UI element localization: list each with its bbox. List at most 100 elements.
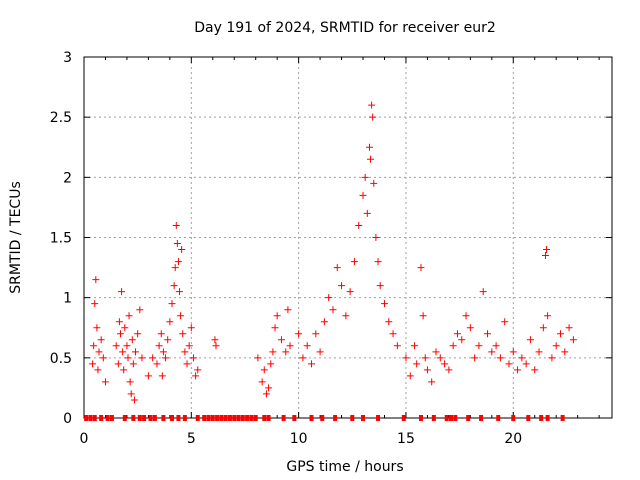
data-point [509, 348, 517, 356]
data-point [522, 360, 530, 368]
zero-data-point [401, 415, 406, 421]
data-point [112, 342, 120, 350]
grid [84, 57, 612, 418]
data-point [402, 354, 410, 362]
data-point [492, 342, 500, 350]
plot-frame [83, 56, 613, 419]
zero-data-point [161, 415, 166, 421]
data-point [119, 348, 127, 356]
data-point [338, 282, 346, 290]
zero-data-point [223, 415, 228, 421]
y-tick-label: 3 [63, 50, 72, 66]
data-point [162, 354, 170, 362]
data-point [445, 366, 453, 374]
data-point [406, 372, 414, 380]
data-point [544, 312, 552, 320]
data-point [97, 336, 105, 344]
data-point [333, 264, 341, 272]
data-point [561, 348, 569, 356]
data-point [260, 366, 268, 374]
data-point [101, 378, 109, 386]
data-point [368, 101, 376, 109]
y-axis-label: SRMTID / TECUs [8, 181, 24, 294]
data-point [157, 330, 165, 338]
data-point [269, 348, 277, 356]
data-point [130, 396, 138, 404]
zero-data-point [292, 415, 297, 421]
data-point [282, 348, 290, 356]
zero-data-point [92, 415, 97, 421]
zero-data-point [511, 415, 516, 421]
data-point [170, 282, 178, 290]
data-point [187, 324, 195, 332]
data-point [359, 191, 367, 199]
data-point [129, 360, 137, 368]
data-point [548, 354, 556, 362]
zero-data-point [262, 415, 267, 421]
data-point [295, 330, 303, 338]
data-point [569, 336, 577, 344]
data-point [552, 342, 560, 350]
data-point [164, 336, 172, 344]
data-point [458, 336, 466, 344]
data-point [389, 330, 397, 338]
data-point [355, 221, 363, 229]
zero-data-point [227, 415, 232, 421]
data-point [212, 342, 220, 350]
data-point [462, 312, 470, 320]
zero-data-point [320, 415, 325, 421]
data-point [488, 348, 496, 356]
data-point [372, 234, 380, 241]
data-point [174, 258, 182, 266]
data-point [192, 372, 200, 380]
data-point [172, 221, 180, 229]
x-tick-label: 10 [290, 431, 308, 447]
data-point [265, 384, 273, 392]
zero-data-point [526, 415, 531, 421]
data-point [453, 330, 461, 338]
data-point [271, 324, 279, 332]
data-point [325, 294, 333, 302]
x-tick-label: 15 [397, 431, 415, 447]
data-point [393, 342, 401, 350]
data-point [423, 366, 431, 374]
zero-data-point [232, 415, 237, 421]
zero-data-point [496, 415, 501, 421]
data-point [114, 360, 122, 368]
data-point [189, 354, 197, 362]
zero-data-point [539, 415, 544, 421]
data-point [413, 360, 421, 368]
y-tick-label: 0 [63, 411, 72, 427]
data-point [153, 360, 161, 368]
zero-data-point [249, 415, 254, 421]
data-point [320, 318, 328, 326]
data-point [125, 312, 133, 320]
data-point [316, 348, 324, 356]
data-point [543, 246, 551, 254]
data-point [173, 240, 181, 248]
data-points [84, 101, 577, 421]
data-point [159, 348, 167, 356]
zero-data-point [195, 415, 200, 421]
x-tick-label: 0 [80, 431, 89, 447]
data-point [183, 360, 191, 368]
y-tick-label: 2.5 [50, 110, 72, 126]
data-point [127, 390, 135, 398]
data-point [496, 354, 504, 362]
data-point [149, 354, 157, 362]
data-point [126, 378, 134, 386]
data-point [369, 113, 377, 121]
data-point [89, 360, 97, 368]
data-point [501, 318, 509, 326]
data-point [136, 306, 144, 314]
data-point [138, 354, 146, 362]
zero-data-point [215, 415, 220, 421]
data-point [124, 354, 132, 362]
data-point [284, 306, 292, 314]
data-point [367, 155, 375, 163]
data-point [428, 378, 436, 386]
zero-data-point [466, 415, 471, 421]
data-point [484, 330, 492, 338]
x-axis-label: GPS time / hours [286, 459, 403, 475]
